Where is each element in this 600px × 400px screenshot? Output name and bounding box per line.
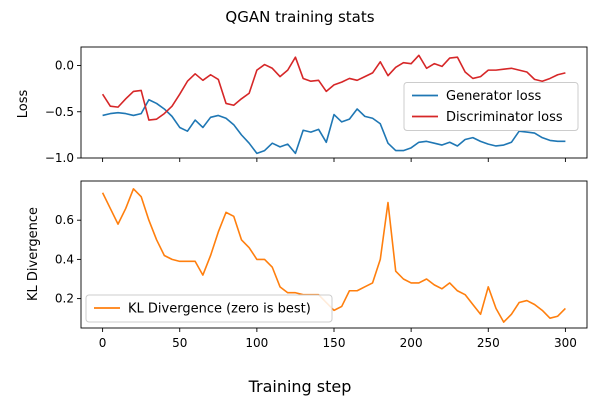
kl-legend-label-0: KL Divergence (zero is best) [128,302,311,317]
loss-series-line-0 [102,98,566,155]
loss-y-axis-label: Loss [16,90,31,119]
kl-y-axis-label: KL Divergence [26,207,41,301]
kl-x-tick-label: 50 [172,336,187,350]
loss-y-tick-label: −0.5 [45,105,74,119]
kl-x-tick-label: 0 [99,336,107,350]
loss-series-line-1 [101,54,566,121]
kl-y-tick-label: 0.6 [55,213,74,227]
kl-x-tick-label: 250 [477,336,500,350]
kl-series-line-0 [101,188,566,323]
loss-y-tick-label: 0.0 [55,59,74,73]
loss-plot: Loss −1.0 −0.5 0.0 Generator loss Discrimina… [16,46,588,165]
x-axis-label: Training step [248,377,352,396]
figure-title: QGAN training stats [225,8,374,26]
kl-x-tick-label: 150 [323,336,346,350]
kl-y-tick-label: 0.2 [55,292,74,306]
kl-x-tick-label: 200 [400,336,423,350]
kl-legend-box [85,294,333,323]
kl-y-tick-label: 0.4 [55,252,74,266]
loss-legend-box [403,82,579,131]
kl-x-tick-label: 300 [554,336,577,350]
loss-y-tick-label: −1.0 [45,151,74,165]
kl-x-tick-label: 100 [245,336,268,350]
loss-legend-label-0: Generator loss [446,89,541,104]
kl-divergence-plot: KL Divergence 0 50 100 150 200 250 300 0.2 0.4 0.… [26,180,588,350]
loss-legend-label-1: Discriminator loss [446,110,563,125]
